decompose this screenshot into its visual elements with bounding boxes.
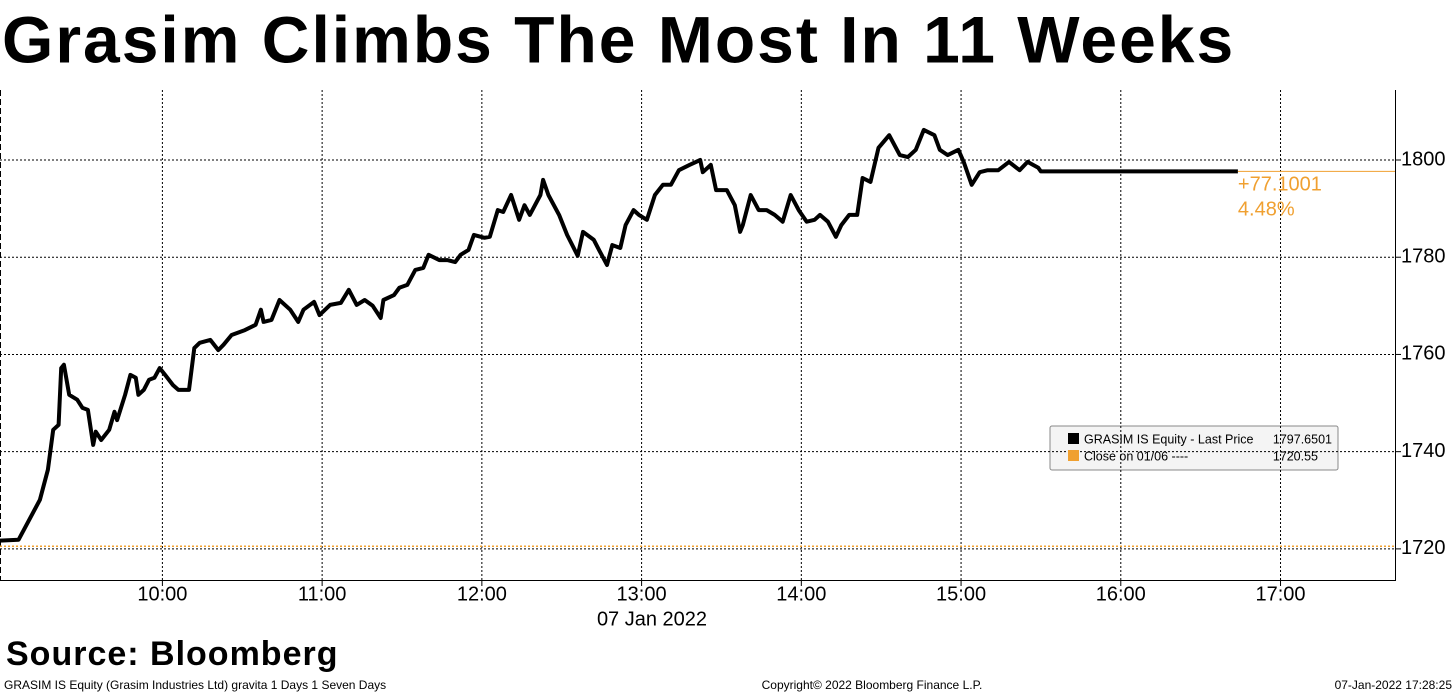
legend-swatch bbox=[1068, 450, 1079, 461]
footer-right: 07-Jan-2022 17:28:25 bbox=[1335, 678, 1453, 692]
source: Source: Bloomberg bbox=[6, 635, 338, 673]
x-tick-label: 13:00 bbox=[617, 583, 667, 605]
x-tick-label: 12:00 bbox=[457, 583, 507, 605]
y-tick-label: 1780 bbox=[1401, 246, 1446, 268]
x-tick-label: 15:00 bbox=[936, 583, 986, 605]
x-axis-label: 07 Jan 2022 bbox=[597, 608, 707, 630]
legend-label: GRASIM IS Equity - Last Price bbox=[1084, 432, 1254, 446]
x-tick-label: 11:00 bbox=[298, 583, 347, 605]
price-line bbox=[0, 127, 1238, 543]
chart-title: Grasim Climbs The Most In 11 Weeks bbox=[2, 2, 1235, 76]
x-tick-label: 16:00 bbox=[1096, 583, 1146, 605]
y-tick-label: 1760 bbox=[1401, 343, 1446, 365]
y-tick-label: 1740 bbox=[1401, 440, 1446, 462]
y-tick-label: 1800 bbox=[1401, 148, 1446, 170]
footer-center: Copyright© 2022 Bloomberg Finance L.P. bbox=[762, 678, 983, 692]
footer-left: GRASIM IS Equity (Grasim Industries Ltd)… bbox=[4, 678, 386, 692]
y-tick-label: 1720 bbox=[1401, 537, 1446, 559]
x-tick-label: 14:00 bbox=[776, 583, 826, 605]
legend-box bbox=[1049, 425, 1339, 471]
legend-value: 1797.6501 bbox=[1273, 432, 1332, 446]
x-tick-label: 10:00 bbox=[137, 583, 187, 605]
legend-value: 1720.55 bbox=[1273, 449, 1318, 463]
x-tick-label: 17:00 bbox=[1255, 583, 1305, 605]
change-pct-label: 4.48% bbox=[1238, 199, 1295, 221]
legend-label: Close on 01/06 ---- bbox=[1084, 449, 1188, 463]
change-label: +77.1001 bbox=[1238, 174, 1322, 196]
legend-swatch bbox=[1068, 433, 1079, 444]
